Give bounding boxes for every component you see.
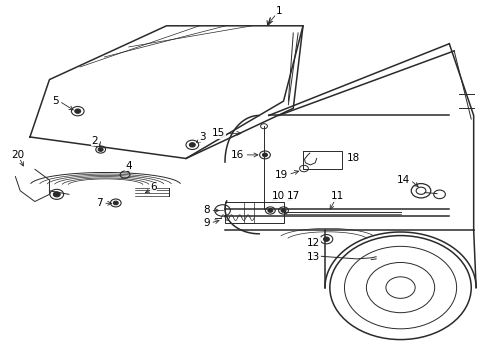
Text: 5: 5 [53, 96, 59, 106]
Circle shape [281, 209, 285, 212]
Text: 13: 13 [306, 252, 320, 262]
Circle shape [267, 209, 272, 212]
Text: 14: 14 [396, 175, 409, 185]
Text: 12: 12 [306, 238, 320, 248]
Circle shape [98, 148, 103, 151]
Text: 3: 3 [199, 132, 205, 142]
Text: 7: 7 [96, 198, 103, 208]
Circle shape [189, 143, 195, 147]
Text: 1: 1 [275, 6, 282, 17]
Text: 8: 8 [203, 206, 210, 216]
Circle shape [323, 237, 329, 241]
Text: 2: 2 [91, 136, 98, 145]
Text: 15: 15 [211, 129, 224, 138]
Circle shape [75, 109, 81, 113]
Text: 10: 10 [271, 191, 285, 201]
Text: 16: 16 [231, 150, 244, 160]
Circle shape [113, 201, 118, 205]
Text: 11: 11 [330, 191, 343, 201]
Circle shape [53, 192, 60, 197]
Text: 20: 20 [11, 150, 24, 160]
Text: 18: 18 [346, 153, 359, 163]
Text: 17: 17 [286, 191, 299, 201]
Text: 6: 6 [150, 182, 157, 192]
Text: 4: 4 [125, 161, 132, 171]
Text: 19: 19 [275, 170, 288, 180]
Text: 9: 9 [203, 218, 210, 228]
Circle shape [262, 153, 267, 157]
